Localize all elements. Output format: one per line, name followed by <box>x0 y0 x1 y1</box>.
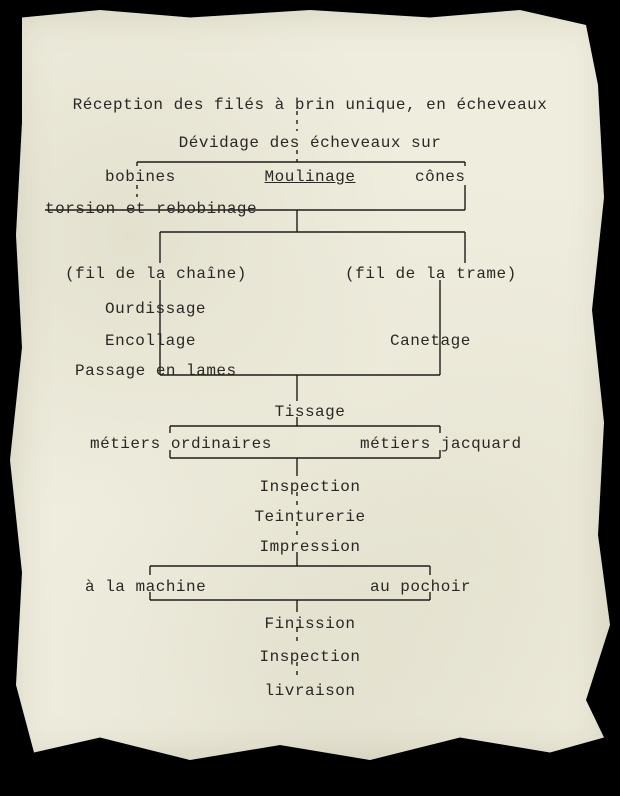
node-passage: Passage en lames <box>75 362 237 380</box>
node-ourdissage: Ourdissage <box>105 300 206 318</box>
node-inspection2: Inspection <box>259 648 360 666</box>
node-tissage: Tissage <box>275 403 346 421</box>
paper-sheet: Réception des filés à brin unique, en éc… <box>10 10 610 760</box>
node-fil_chaine: (fil de la chaîne) <box>65 265 247 283</box>
node-reception: Réception des filés à brin unique, en éc… <box>73 96 548 114</box>
node-metiers_jac: métiers jacquard <box>360 435 522 453</box>
node-moulinage: Moulinage <box>265 168 356 186</box>
node-devidage: Dévidage des écheveaux sur <box>179 134 442 152</box>
node-impression: Impression <box>259 538 360 556</box>
node-cones: cônes <box>415 168 466 186</box>
node-machine: à la machine <box>85 578 206 596</box>
node-bobines: bobines <box>105 168 176 186</box>
node-metiers_ord: métiers ordinaires <box>90 435 272 453</box>
node-teinturerie: Teinturerie <box>254 508 365 526</box>
node-pochoir: au pochoir <box>370 578 471 596</box>
node-inspection1: Inspection <box>259 478 360 496</box>
node-encollage: Encollage <box>105 332 196 350</box>
node-fil_trame: (fil de la trame) <box>345 265 517 283</box>
node-livraison: livraison <box>265 682 356 700</box>
node-torsion: torsion et rebobinage <box>45 200 257 218</box>
node-canetage: Canetage <box>390 332 471 350</box>
node-finission: Finission <box>265 615 356 633</box>
